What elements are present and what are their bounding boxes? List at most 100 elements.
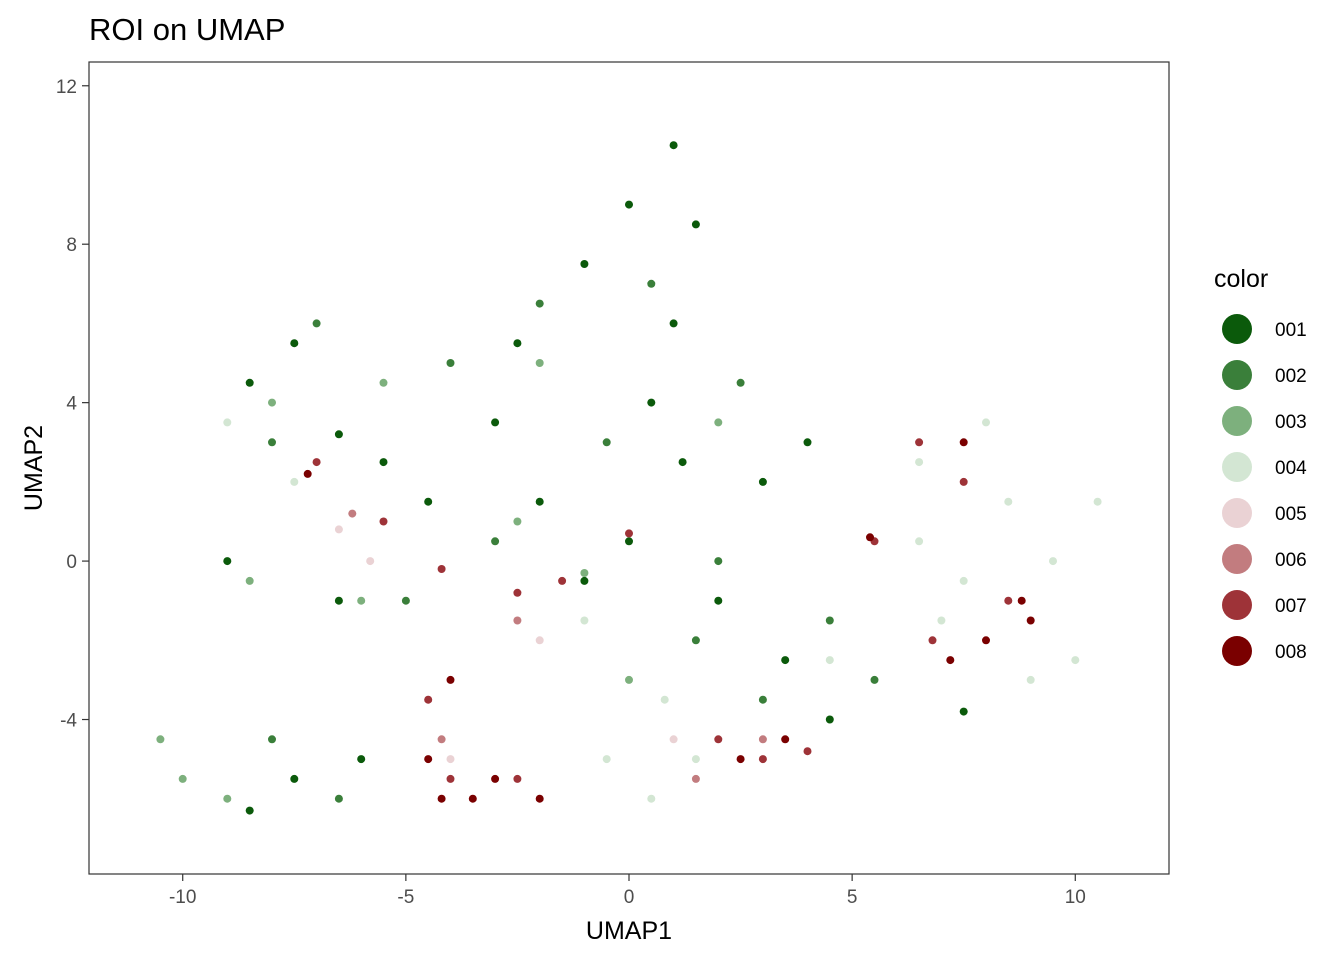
data-point-007-0 [312,458,321,467]
legend-label: 007 [1275,596,1307,617]
data-point-004-14 [223,418,232,427]
data-point-008-5 [535,794,544,803]
data-point-003-7 [268,398,276,407]
y-tick-label: 4 [66,394,77,415]
data-point-004-10 [691,755,700,764]
data-point-007-1 [379,517,388,526]
series-002 [268,279,879,803]
legend-label: 004 [1275,458,1307,479]
legend-label: 002 [1275,366,1307,387]
data-point-003-9 [535,359,544,367]
data-point-002-15 [825,616,834,625]
legend-key [1222,544,1252,574]
data-point-001-3 [379,458,388,467]
data-point-005-0 [334,525,343,534]
data-point-007-2 [437,565,446,573]
data-point-008-7 [736,755,745,764]
data-point-007-14 [1004,596,1013,605]
data-point-006-2 [437,735,446,744]
data-point-008-12 [946,656,955,665]
legend-label: 001 [1275,320,1307,341]
data-point-001-27 [803,438,812,447]
data-point-008-11 [1017,596,1026,605]
legend-item-004: 004 [1222,452,1307,482]
data-point-002-14 [714,557,723,566]
data-point-001-1 [245,378,254,387]
data-point-002-6 [736,378,745,387]
data-point-008-13 [982,636,990,645]
data-point-006-1 [513,616,522,625]
data-point-007-9 [714,735,723,744]
data-point-002-8 [758,695,767,704]
legend-key [1222,590,1252,620]
data-point-005-1 [366,557,375,566]
legend: color 001 002 003 004 005 006 007 008 [1214,265,1307,666]
data-point-006-0 [348,509,357,518]
data-point-002-1 [312,319,321,328]
data-point-007-8 [513,774,522,783]
x-axis: -10 -5 0 5 10 [169,874,1086,908]
legend-key [1222,406,1252,436]
data-point-008-6 [446,675,455,684]
data-point-003-8 [379,378,388,387]
data-point-003-4 [245,576,254,585]
y-tick-label: 8 [66,235,77,256]
data-point-003-0 [178,774,187,783]
data-point-001-5 [491,418,500,427]
data-point-001-10 [691,220,700,229]
data-point-006-4 [758,735,767,744]
data-point-007-4 [558,576,567,585]
data-point-005-2 [535,636,544,645]
data-point-002-9 [870,675,879,684]
points-layer [156,141,1102,815]
legend-item-007: 007 [1222,590,1307,620]
legend-item-006: 006 [1222,544,1307,574]
data-point-003-5 [580,569,589,577]
data-point-003-10 [714,418,723,427]
x-tick-label: -10 [169,887,196,908]
data-point-001-19 [959,707,968,716]
legend-item-001: 001 [1222,314,1307,344]
data-point-007-3 [513,588,522,597]
data-point-004-4 [1071,656,1080,665]
data-point-001-14 [625,537,633,546]
data-point-003-2 [156,735,165,744]
data-point-001-21 [290,774,299,783]
data-point-004-1 [959,576,968,585]
data-point-003-11 [625,675,633,684]
y-axis: -4 0 4 8 12 [56,77,89,732]
data-point-002-11 [401,596,410,605]
data-point-008-8 [781,735,790,744]
series-004 [223,418,1102,803]
data-point-001-13 [678,458,687,467]
data-point-005-4 [669,735,678,744]
x-tick-label: -5 [397,887,414,908]
data-point-004-16 [580,616,589,625]
legend-key [1222,360,1252,390]
series-008 [303,438,1035,803]
data-point-001-25 [535,497,544,506]
data-point-001-7 [580,260,589,268]
series-007 [312,438,1013,783]
legend-item-003: 003 [1222,406,1307,436]
data-point-002-0 [268,438,276,447]
legend-item-005: 005 [1222,498,1307,528]
x-axis-title: UMAP1 [586,917,672,945]
data-point-001-26 [758,477,767,486]
data-point-002-2 [446,359,455,367]
legend-label: 003 [1275,412,1307,433]
x-tick-label: 5 [847,887,858,908]
data-point-007-12 [915,438,924,447]
data-point-001-15 [580,576,589,585]
legend-item-002: 002 [1222,360,1307,390]
legend-label: 008 [1275,642,1307,663]
legend-title: color [1214,265,1268,293]
data-point-002-7 [691,636,700,645]
data-point-001-17 [781,656,790,665]
data-point-004-2 [1004,497,1013,506]
data-point-006-3 [691,774,700,783]
data-point-007-11 [758,755,767,764]
data-point-003-6 [513,517,522,526]
data-point-005-5 [446,755,455,764]
data-point-008-9 [959,438,968,447]
